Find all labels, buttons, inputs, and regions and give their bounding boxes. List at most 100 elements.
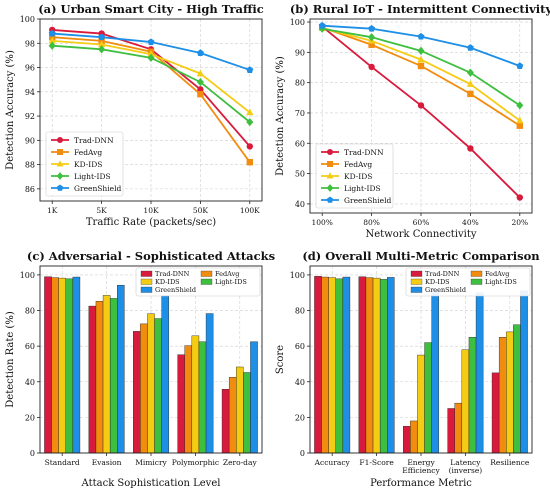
bar (154, 318, 162, 454)
chart-title: (d) Overall Multi-Metric Comparison (302, 249, 540, 263)
data-point (417, 55, 425, 63)
bar (410, 420, 418, 454)
data-point (516, 101, 524, 110)
data-point (48, 41, 56, 50)
x-axis-label: Traffic Rate (packets/sec) (86, 217, 216, 228)
legend-label: FedAvg (485, 270, 509, 278)
bar (109, 298, 118, 454)
bar (177, 354, 185, 454)
x-tick-label: Polymorphic (172, 458, 219, 467)
data-point (467, 145, 474, 152)
data-point (98, 33, 106, 41)
panel-2: (b) Rural IoT - Intermittent Connectivit… (275, 2, 550, 240)
x-tick-label: 80% (363, 218, 380, 227)
x-tick-label: Energy (407, 458, 435, 467)
x-tick-label: Standard (45, 458, 80, 467)
y-tick-label: 96 (25, 64, 35, 73)
y-tick-label: 90 (295, 48, 305, 57)
y-tick-label: 80 (295, 307, 305, 316)
data-point (246, 108, 254, 116)
x-tick-label: Mimicry (135, 458, 167, 467)
legend-marker (56, 160, 64, 167)
panel-1: (a) Urban Smart City - High Traffic 86 88 9… (5, 2, 264, 228)
x-tick-label: (inverse) (449, 466, 483, 475)
y-tick-label: 0 (300, 449, 305, 458)
data-point (417, 102, 425, 109)
legend-marker (56, 184, 64, 191)
x-tick-label: 1K (47, 206, 58, 215)
plot-frame (309, 265, 533, 454)
bar (314, 276, 322, 454)
y-axis-label: Detection Rate (%) (5, 311, 16, 408)
bar (491, 372, 500, 454)
bar (468, 337, 477, 454)
data-point (368, 41, 375, 48)
legend-label: KD-IDS (425, 278, 450, 286)
legend: Trad-DNN FedAvg KD-IDS Light-IDS GreenShield (315, 143, 394, 209)
data-point (417, 46, 425, 55)
legend-marker (326, 196, 334, 203)
x-tick-label: 60% (413, 218, 430, 227)
y-tick-label: 100 (20, 15, 35, 24)
legend-marker (57, 137, 63, 143)
bar (102, 295, 111, 454)
y-tick-label: 70 (295, 109, 305, 118)
legend: Trad-DNN FedAvg KD-IDS Light-IDS GreenShield (135, 267, 261, 297)
bar (431, 288, 439, 454)
x-tick-label: 20% (511, 218, 528, 227)
data-point (466, 44, 474, 51)
plot-frame (39, 265, 263, 454)
bar (447, 408, 455, 454)
bar (358, 276, 367, 454)
bar (379, 279, 388, 454)
y-tick-label: 40 (25, 378, 35, 387)
y-tick-label: 80 (295, 79, 305, 88)
legend-box (315, 143, 394, 209)
data-point (368, 25, 376, 32)
legend-marker (327, 161, 333, 167)
legend-marker (57, 149, 63, 155)
legend-marker (326, 172, 334, 179)
data-point (516, 194, 523, 201)
x-tick-label: Resilience (490, 458, 530, 467)
x-tick-label: 10K (143, 206, 159, 215)
y-tick-label: 100 (290, 18, 305, 27)
bar (475, 292, 484, 454)
legend-label: Trad-DNN (344, 148, 384, 157)
data-point (197, 91, 204, 98)
legend-label: GreenShield (425, 286, 466, 294)
bar (498, 337, 507, 454)
x-tick-label: Zero-day (223, 458, 258, 467)
bar (328, 277, 336, 454)
bar (198, 341, 207, 454)
legend-label: KD-IDS (74, 160, 102, 169)
data-point (196, 49, 204, 56)
x-tick-label: Accuracy (314, 458, 351, 467)
bar (221, 389, 230, 454)
x-tick-label: 40% (462, 218, 479, 227)
legend-label: Trad-DNN (74, 136, 114, 145)
data-point (318, 21, 326, 29)
legend-label: KD-IDS (155, 278, 180, 286)
data-point (97, 40, 106, 48)
bar (321, 276, 329, 454)
data-point (368, 33, 376, 42)
y-tick-label: 90 (25, 136, 35, 145)
legend-label: Trad-DNN (425, 270, 460, 278)
bar (520, 290, 528, 454)
data-point (48, 36, 56, 44)
data-point (466, 68, 474, 77)
data-point (368, 63, 375, 71)
bar (506, 331, 514, 454)
legend-box (405, 267, 531, 297)
data-point (196, 77, 204, 87)
y-tick-label: 20 (25, 413, 35, 422)
plot-frame (309, 18, 533, 214)
legend-swatch (470, 270, 483, 277)
legend-label: KD-IDS (344, 172, 372, 181)
bar (365, 277, 374, 454)
x-tick-label: 100% (311, 218, 332, 227)
y-tick-label: 60 (295, 342, 305, 351)
bar (205, 313, 214, 454)
